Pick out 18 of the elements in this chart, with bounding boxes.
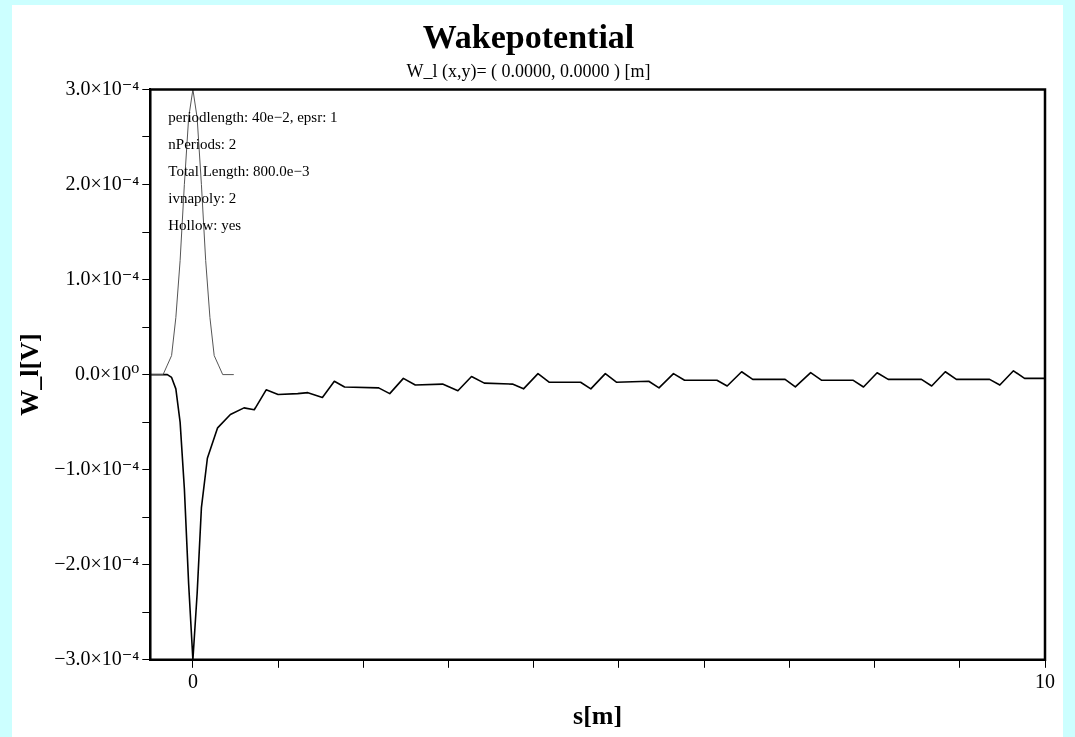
y-tick-label: 2.0×10⁻⁴ [65,171,140,194]
annotation: Total Length: 800.0e−3 [168,162,310,179]
x-tick-label: 10 [1035,670,1055,693]
chart-title: Wakepotential [422,18,635,56]
y-tick-label: −3.0×10⁻⁴ [54,647,140,670]
x-axis-title: s[m] [573,701,623,731]
annotation: periodlength: 40e−2, epsr: 1 [168,108,338,125]
annotation: nPeriods: 2 [168,135,237,152]
chart-subtitle: W_l (x,y)= ( 0.0000, 0.0000 ) [m] [406,61,651,83]
annotation: Hollow: yes [168,216,242,233]
y-axis-title: W_l[V] [15,333,45,416]
y-tick-label: 1.0×10⁻⁴ [65,266,140,289]
y-tick-label: 0.0×10⁰ [74,361,140,384]
x-tick-label: 0 [187,670,198,693]
annotation: ivnapoly: 2 [168,189,237,206]
y-tick-label: −2.0×10⁻⁴ [54,551,140,574]
y-tick-label: 3.0×10⁻⁴ [65,76,140,99]
y-tick-label: −1.0×10⁻⁴ [54,456,140,479]
